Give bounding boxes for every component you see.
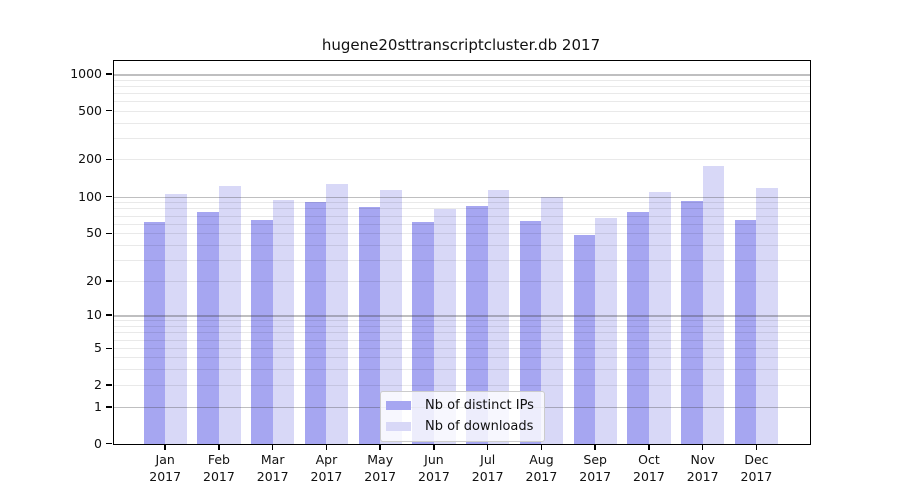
y-tick-5	[106, 347, 112, 350]
bars-layer	[113, 60, 811, 445]
x-tick-label-jun: Jun 2017	[418, 452, 450, 484]
bar-apr-downloads	[326, 184, 349, 445]
x-tick-label-oct: Oct 2017	[633, 452, 665, 484]
y-tick-10	[106, 314, 112, 316]
x-tick-label-jul: Jul 2017	[471, 452, 504, 484]
bar-jan-downloads	[165, 194, 187, 445]
bar-aug-downloads	[541, 197, 564, 445]
x-tick-jan	[164, 445, 166, 450]
x-tick-jul	[486, 445, 489, 450]
bar-oct-distinct-ips	[627, 212, 649, 445]
legend-swatch-downloads-icon	[386, 422, 411, 431]
y-tick-500	[106, 109, 112, 112]
bar-nov-downloads	[702, 165, 725, 445]
legend-item-downloads: Nb of downloads	[386, 420, 536, 433]
x-tick-label-mar: Mar 2017	[256, 452, 289, 484]
legend-label-distinct-ips: Nb of distinct IPs	[425, 398, 534, 413]
bar-aug-distinct-ips	[519, 220, 542, 445]
x-tick-label-dec: Dec 2017	[740, 452, 773, 484]
y-tick-label-100: 100	[78, 188, 102, 204]
bar-oct-downloads	[648, 192, 671, 445]
legend-label-downloads: Nb of downloads	[425, 419, 534, 434]
bar-mar-downloads	[272, 200, 295, 445]
bar-sep-downloads	[595, 218, 617, 445]
bar-dec-distinct-ips	[734, 219, 757, 445]
y-tick-label-50: 50	[86, 225, 102, 241]
bar-jan-distinct-ips	[143, 222, 166, 445]
y-tick-label-1: 1	[94, 398, 102, 414]
x-tick-label-apr: Apr 2017	[310, 452, 343, 484]
legend: Nb of distinct IPs Nb of downloads	[380, 391, 545, 442]
legend-item-distinct-ips: Nb of distinct IPs	[386, 399, 536, 412]
y-tick-200	[106, 158, 112, 161]
y-tick-label-1000: 1000	[70, 65, 102, 81]
x-tick-mar	[271, 445, 274, 450]
bar-may-downloads	[380, 189, 402, 445]
x-tick-dec	[755, 445, 758, 450]
bar-apr-distinct-ips	[304, 201, 327, 445]
y-tick-label-10: 10	[86, 306, 102, 322]
y-tick-100	[106, 195, 112, 198]
x-tick-label-may: May 2017	[364, 452, 397, 484]
y-tick-label-2: 2	[94, 376, 102, 392]
bar-jul-downloads	[487, 189, 510, 445]
y-tick-label-500: 500	[78, 102, 102, 118]
bar-jun-distinct-ips	[412, 222, 434, 445]
bar-may-distinct-ips	[358, 207, 381, 445]
bar-dec-downloads	[756, 188, 779, 445]
y-tick-20	[106, 280, 112, 282]
x-tick-label-feb: Feb 2017	[203, 452, 235, 484]
bar-mar-distinct-ips	[251, 219, 273, 445]
bar-feb-distinct-ips	[197, 211, 219, 445]
x-tick-aug	[540, 445, 543, 450]
y-tick-1	[106, 406, 112, 408]
y-tick-50	[106, 232, 112, 235]
x-tick-label-jan: Jan 2017	[149, 452, 182, 484]
bar-feb-downloads	[218, 186, 241, 445]
x-tick-apr	[325, 445, 328, 450]
x-tick-label-nov: Nov 2017	[686, 452, 719, 484]
x-tick-label-aug: Aug 2017	[525, 452, 558, 484]
x-tick-nov	[701, 445, 704, 450]
x-tick-may	[379, 445, 381, 450]
y-tick-label-0: 0	[94, 435, 102, 451]
x-tick-oct	[648, 445, 650, 450]
bar-nov-distinct-ips	[681, 201, 703, 445]
x-tick-label-sep: Sep 2017	[579, 452, 612, 484]
x-tick-jun	[433, 445, 435, 450]
x-tick-feb	[218, 445, 220, 450]
y-tick-label-5: 5	[94, 340, 102, 356]
y-tick-2	[106, 384, 112, 386]
legend-swatch-distinct-ips-icon	[386, 401, 411, 410]
y-tick-0	[106, 442, 112, 445]
y-tick-label-200: 200	[78, 151, 102, 167]
x-tick-sep	[594, 445, 596, 450]
bar-sep-distinct-ips	[573, 234, 596, 445]
y-tick-label-20: 20	[86, 272, 102, 288]
chart-title: hugene20sttranscriptcluster.db 2017	[321, 36, 601, 54]
bar-jun-downloads	[433, 208, 456, 445]
bar-jul-distinct-ips	[466, 205, 488, 445]
y-tick-1000	[106, 73, 112, 75]
